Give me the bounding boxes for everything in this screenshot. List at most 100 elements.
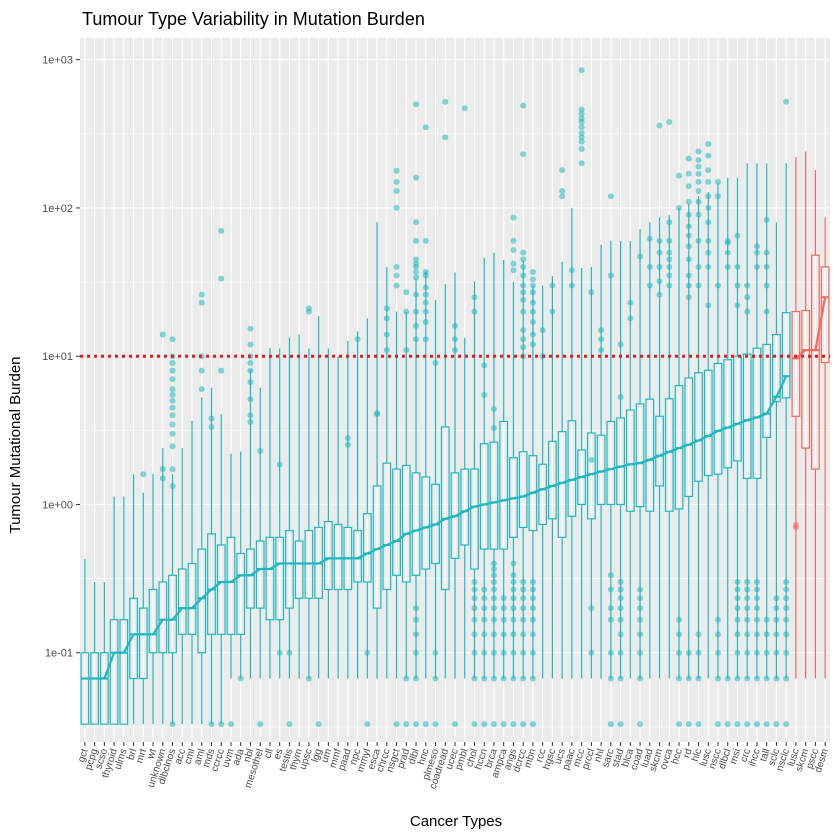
- outlier-point: [432, 359, 439, 366]
- outlier-point: [705, 302, 712, 309]
- box-iqr: [538, 463, 548, 526]
- box-iqr: [148, 588, 158, 654]
- box-iqr: [684, 377, 694, 498]
- outlier-point: [666, 263, 673, 270]
- box-iqr: [138, 607, 148, 680]
- outlier-point: [169, 376, 176, 383]
- outlier-point: [783, 586, 790, 593]
- outlier-point: [773, 649, 780, 656]
- box-hccn: [479, 257, 489, 728]
- box-prad: [401, 289, 411, 728]
- outlier-point: [490, 605, 497, 612]
- outlier-point: [169, 421, 176, 428]
- outlier-point: [471, 294, 478, 301]
- outlier-point: [364, 721, 371, 728]
- x-tick-label: aml: [192, 748, 207, 767]
- outlier-point: [432, 721, 439, 728]
- outlier-point: [753, 649, 760, 656]
- x-tick-label: chol: [464, 748, 480, 769]
- outlier-point: [471, 721, 478, 728]
- box-iqr: [470, 468, 479, 570]
- x-tick-label: gct: [76, 747, 91, 763]
- outlier-point: [656, 263, 663, 270]
- outlier-point: [305, 305, 312, 312]
- outlier-point: [685, 272, 692, 279]
- outlier-point: [442, 134, 449, 141]
- outlier-point: [617, 631, 624, 638]
- outlier-point: [247, 379, 254, 386]
- outlier-point: [218, 227, 225, 234]
- outlier-point: [607, 721, 614, 728]
- outlier-point: [510, 616, 517, 623]
- outlier-point: [529, 631, 536, 638]
- outlier-point: [510, 247, 517, 254]
- outlier-point: [520, 595, 527, 602]
- outlier-point: [744, 282, 751, 289]
- outlier-point: [617, 578, 624, 585]
- box-chol: [470, 281, 479, 728]
- outlier-point: [617, 675, 624, 682]
- outlier-point: [510, 631, 517, 638]
- outlier-point: [763, 675, 770, 682]
- box-hcc: [674, 172, 684, 728]
- outlier-point: [646, 235, 653, 242]
- outlier-point: [588, 605, 595, 612]
- box-iqr: [499, 420, 509, 550]
- box-iqr: [616, 417, 625, 506]
- outlier-point: [783, 675, 790, 682]
- outlier-point: [617, 605, 624, 612]
- outlier-point: [413, 256, 420, 263]
- outlier-point: [481, 631, 488, 638]
- outlier-point: [481, 362, 488, 369]
- outlier-point: [714, 178, 721, 185]
- outlier-point: [549, 282, 556, 289]
- x-tick-label: um: [319, 748, 334, 765]
- outlier-point: [383, 331, 390, 338]
- box-iqr: [226, 536, 236, 635]
- outlier-point: [520, 586, 527, 593]
- box-iqr: [723, 359, 733, 469]
- outlier-point: [744, 721, 751, 728]
- outlier-point: [705, 152, 712, 159]
- outlier-point: [676, 675, 683, 682]
- box-iqr: [158, 581, 168, 654]
- outlier-point: [685, 170, 692, 177]
- outlier-point: [520, 336, 527, 343]
- box-iqr: [742, 353, 752, 479]
- outlier-point: [520, 256, 527, 263]
- outlier-point: [637, 649, 644, 656]
- outlier-point: [481, 392, 488, 399]
- outlier-point: [520, 151, 527, 158]
- outlier-point: [783, 578, 790, 585]
- box-iqr: [625, 409, 635, 512]
- outlier-point: [529, 649, 536, 656]
- outlier-point: [588, 289, 595, 296]
- outlier-point: [734, 263, 741, 270]
- outlier-point: [783, 631, 790, 638]
- outlier-point: [617, 616, 624, 623]
- outlier-point: [763, 263, 770, 270]
- outlier-point: [578, 138, 585, 145]
- box-iqr: [80, 652, 90, 725]
- outlier-point: [685, 198, 692, 205]
- box-crc: [742, 163, 752, 728]
- box-skcm: [801, 151, 811, 679]
- outlier-point: [714, 649, 721, 656]
- outlier-point: [247, 325, 254, 332]
- outlier-point: [763, 616, 770, 623]
- outlier-point: [724, 237, 731, 244]
- outlier-point: [714, 675, 721, 682]
- x-tick-label: lgg: [310, 748, 325, 764]
- box-iqr: [703, 369, 713, 477]
- x-tick-label: brl: [126, 748, 140, 762]
- y-tick-label: 1e+00: [42, 499, 73, 511]
- outlier-point: [169, 397, 176, 404]
- outlier-point: [413, 322, 420, 329]
- box-ucec: [450, 272, 460, 728]
- outlier-point: [383, 315, 390, 322]
- outlier-point: [393, 188, 400, 195]
- box-iqr: [294, 540, 304, 599]
- outlier-point: [500, 721, 507, 728]
- outlier-point: [685, 675, 692, 682]
- box-dlbcl: [723, 177, 733, 728]
